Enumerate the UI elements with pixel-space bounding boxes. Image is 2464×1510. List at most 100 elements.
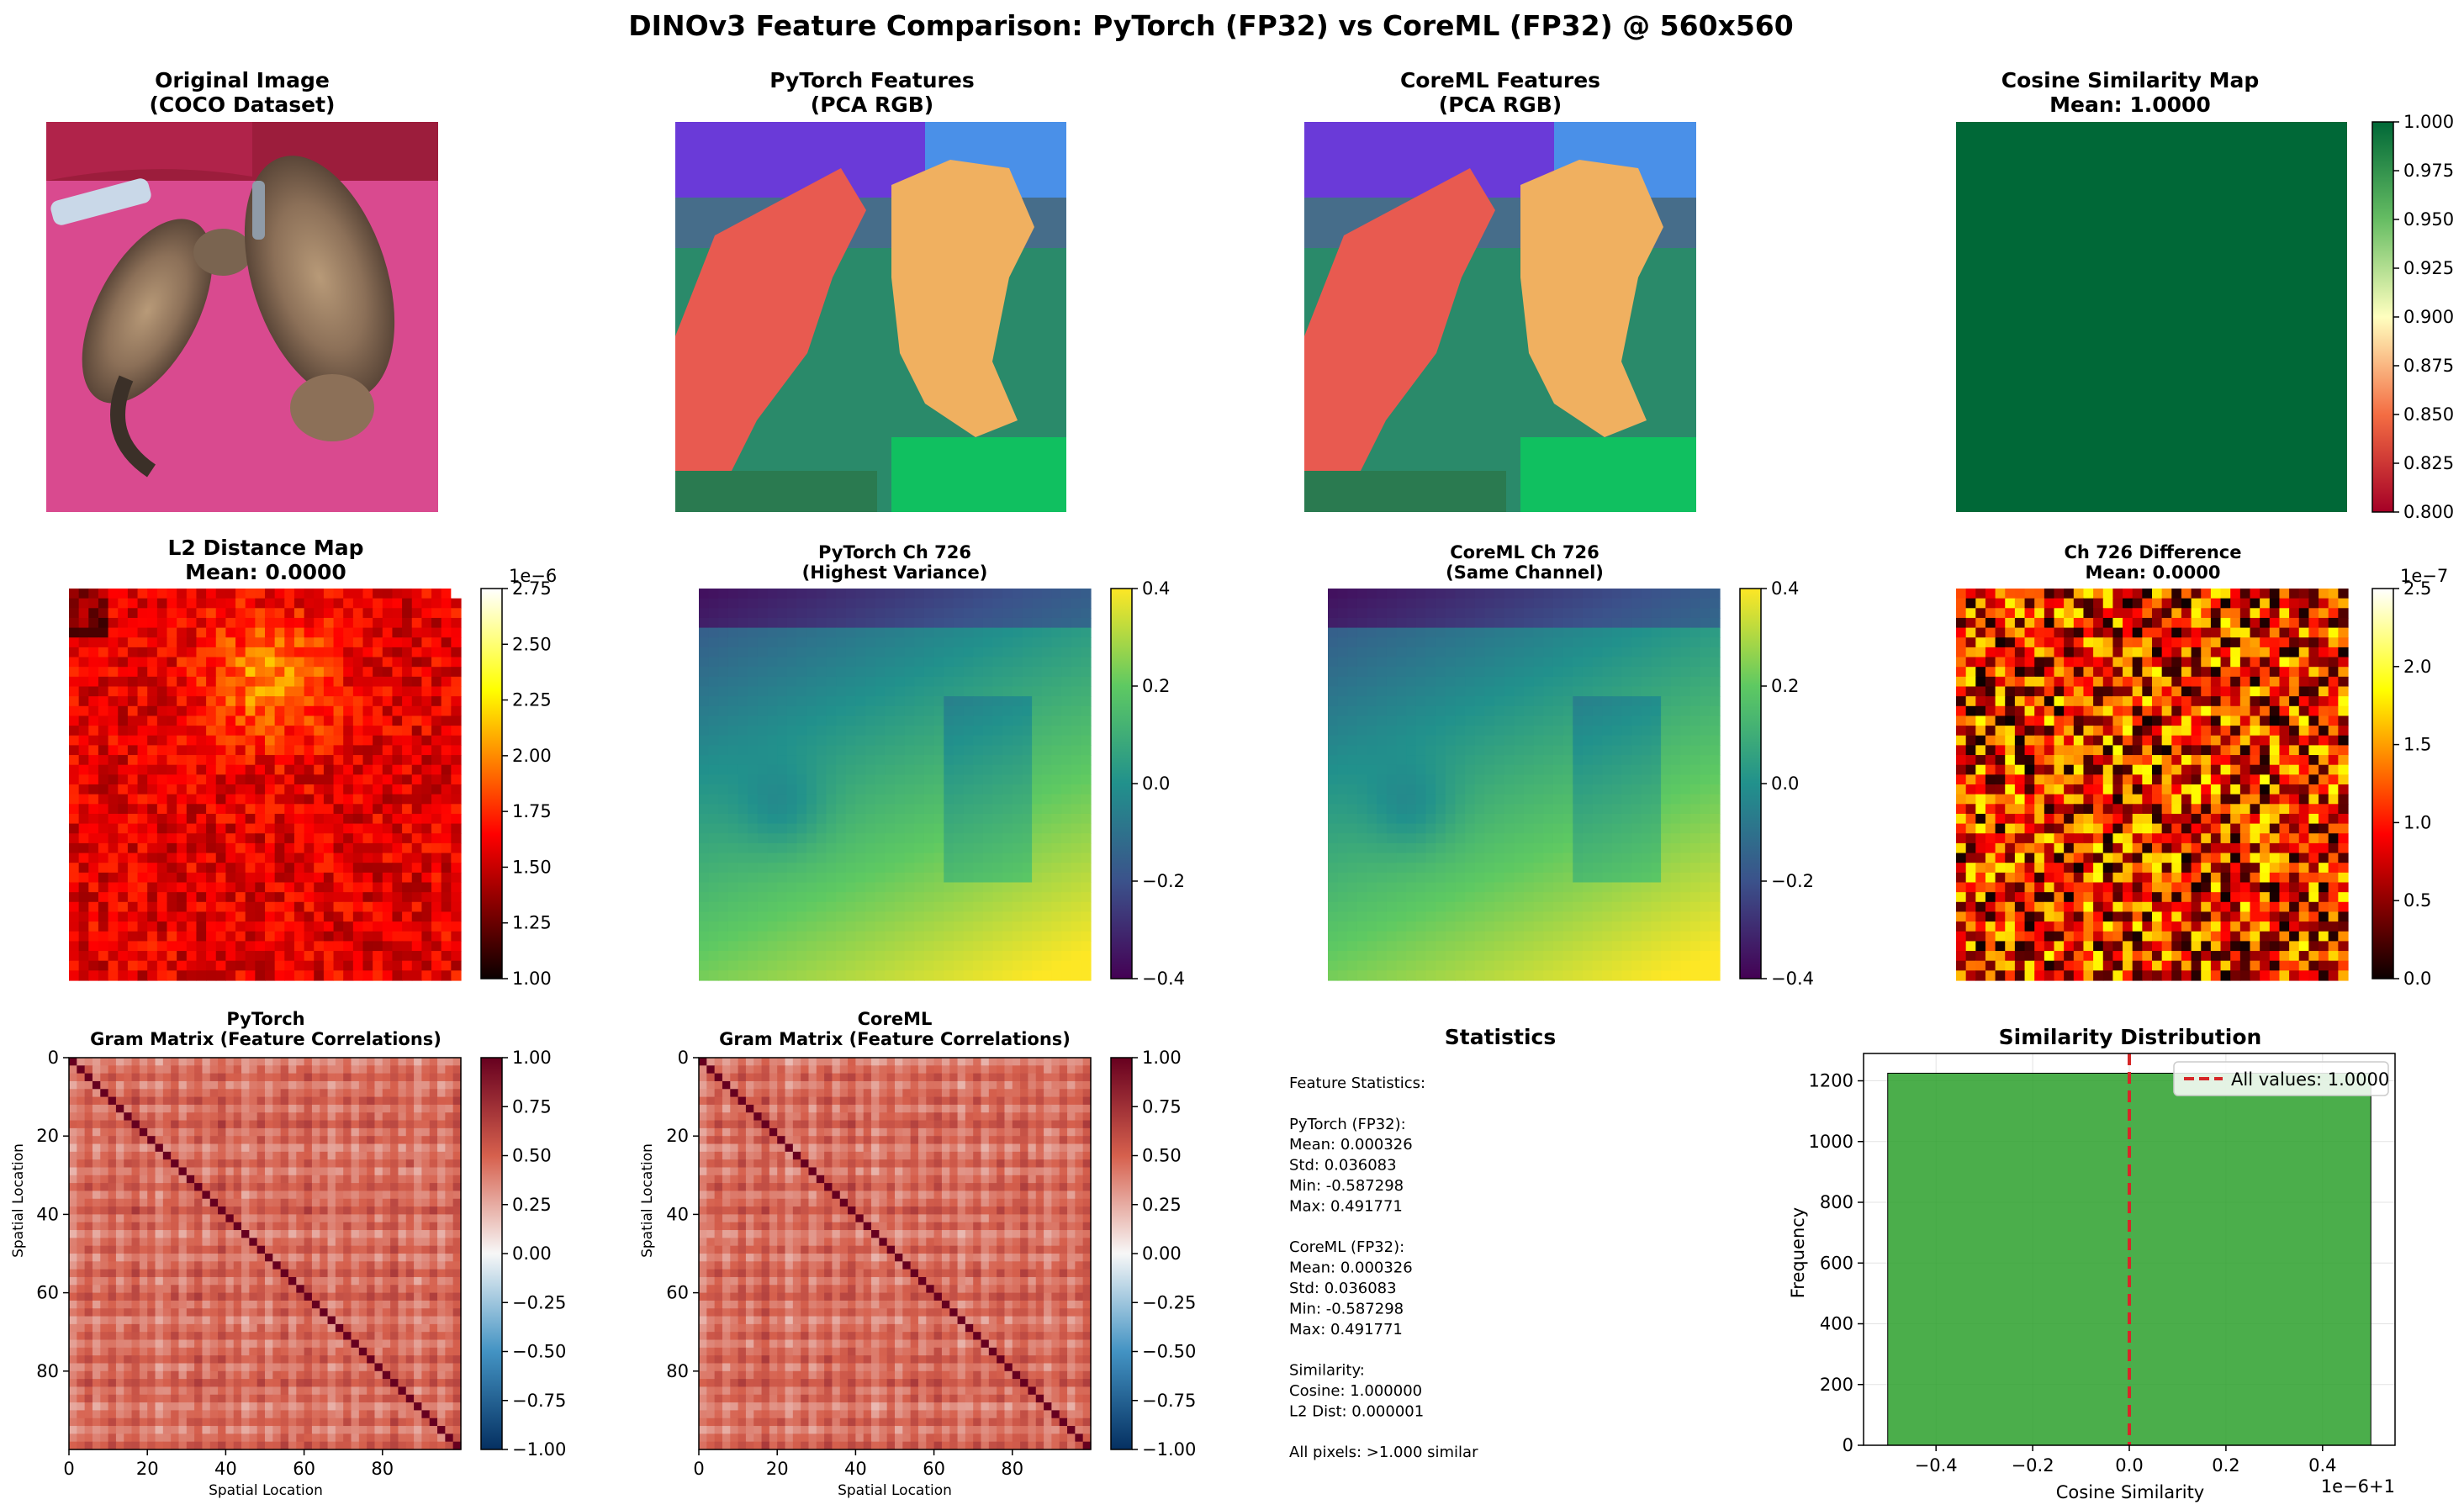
- heatmap-cell: [904, 617, 915, 629]
- heatmap-cell: [1396, 637, 1407, 648]
- heatmap-cell: [274, 794, 285, 805]
- heatmap-cell: [431, 833, 442, 844]
- heatmap-cell: [421, 970, 432, 981]
- heatmap-cell: [421, 941, 432, 952]
- heatmap-cell: [708, 676, 719, 688]
- heatmap-cell: [1504, 735, 1515, 746]
- heatmap-cell: [1377, 726, 1388, 737]
- heatmap-cell: [727, 598, 739, 609]
- heatmap-cell: [1002, 794, 1013, 805]
- heatmap-cell: [885, 667, 896, 678]
- heatmap-cell: [796, 589, 807, 599]
- heatmap-cell: [1051, 882, 1062, 893]
- heatmap-cell: [118, 951, 129, 962]
- heatmap-cell: [796, 735, 807, 746]
- heatmap-cell: [1631, 813, 1642, 825]
- heatmap-cell: [333, 598, 344, 609]
- heatmap-cell: [177, 970, 188, 981]
- heatmap-cell: [1494, 676, 1505, 688]
- heatmap-cell: [156, 784, 168, 795]
- heatmap-cell: [196, 804, 207, 815]
- heatmap-cell: [923, 813, 935, 825]
- heatmap-cell: [293, 951, 305, 962]
- heatmap-cell: [284, 755, 295, 766]
- heatmap-cell: [865, 863, 876, 874]
- heatmap-cell: [137, 941, 148, 952]
- heatmap-cell: [441, 774, 452, 785]
- heatmap-cell: [1700, 745, 1711, 756]
- heatmap-cell: [196, 813, 207, 825]
- heatmap-cell: [108, 726, 119, 737]
- panel-ch-pytorch: PyTorch Ch 726 (Highest Variance) 0.40.2…: [699, 542, 1185, 989]
- heatmap-cell: [1700, 667, 1711, 678]
- heatmap-cell: [1582, 726, 1594, 737]
- heatmap-cell: [1690, 637, 1701, 648]
- heatmap-cell: [748, 676, 759, 688]
- heatmap-cell: [2083, 589, 2094, 599]
- heatmap-cell: [69, 686, 80, 697]
- heatmap-cell: [235, 863, 246, 874]
- heatmap-cell: [108, 608, 119, 619]
- heatmap-cell: [796, 647, 807, 658]
- heatmap-cell: [1386, 686, 1398, 697]
- heatmap-cell: [1670, 823, 1681, 834]
- heatmap-cell: [748, 657, 759, 668]
- heatmap-cell: [373, 931, 383, 942]
- heatmap-cell: [411, 637, 422, 648]
- heatmap-cell: [1524, 735, 1535, 746]
- heatmap-cell: [826, 637, 837, 648]
- heatmap-cell: [293, 696, 305, 707]
- heatmap-cell: [727, 745, 739, 756]
- heatmap-cell: [806, 901, 817, 913]
- heatmap-cell: [1504, 764, 1515, 775]
- heatmap-cell: [147, 647, 158, 658]
- heatmap-cell: [314, 589, 325, 599]
- heatmap-cell: [265, 833, 276, 844]
- heatmap-cell: [1337, 598, 1348, 609]
- heatmap-cell: [699, 657, 710, 668]
- heatmap-cell: [1524, 784, 1535, 795]
- heatmap-cell: [885, 686, 896, 697]
- heatmap-cell: [108, 882, 119, 893]
- heatmap-cell: [826, 804, 837, 815]
- heatmap-cell: [836, 941, 847, 952]
- heatmap-cell: [1514, 941, 1525, 952]
- heatmap-cell: [1377, 667, 1388, 678]
- heatmap-cell: [796, 931, 807, 942]
- heatmap-cell: [167, 726, 177, 737]
- heatmap-cell: [1552, 853, 1564, 863]
- heatmap-cell: [1474, 901, 1485, 913]
- heatmap-cell: [875, 726, 886, 737]
- heatmap-cell: [757, 833, 769, 844]
- heatmap-cell: [186, 892, 198, 903]
- heatmap-cell: [2152, 598, 2163, 609]
- heatmap-cell: [738, 715, 748, 726]
- heatmap-cell: [1592, 853, 1603, 863]
- heatmap-cell: [1651, 598, 1662, 609]
- heatmap-cell: [1543, 970, 1554, 981]
- heatmap-cell: [845, 764, 856, 775]
- heatmap-cell: [1455, 726, 1466, 737]
- heatmap-cell: [177, 960, 188, 971]
- heatmap-cell: [274, 823, 285, 834]
- heatmap-cell: [855, 921, 866, 932]
- heatmap-cell: [421, 676, 432, 688]
- heatmap-cell: [992, 617, 1003, 629]
- heatmap-cell: [177, 842, 188, 854]
- heatmap-cell: [314, 715, 325, 726]
- heatmap-cell: [708, 842, 719, 854]
- heatmap-cell: [147, 598, 158, 609]
- heatmap-cell: [373, 589, 383, 599]
- heatmap-cell: [382, 931, 394, 942]
- heatmap-cell: [402, 715, 413, 726]
- heatmap-cell: [1347, 676, 1358, 688]
- heatmap-cell: [944, 774, 954, 785]
- heatmap-cell: [1562, 833, 1573, 844]
- heatmap-cell: [1670, 921, 1681, 932]
- heatmap-cell: [767, 705, 778, 717]
- heatmap-cell: [944, 726, 954, 737]
- heatmap-cell: [1425, 667, 1436, 678]
- heatmap-cell: [845, 960, 856, 971]
- heatmap-cell: [885, 764, 896, 775]
- heatmap-cell: [1386, 804, 1398, 815]
